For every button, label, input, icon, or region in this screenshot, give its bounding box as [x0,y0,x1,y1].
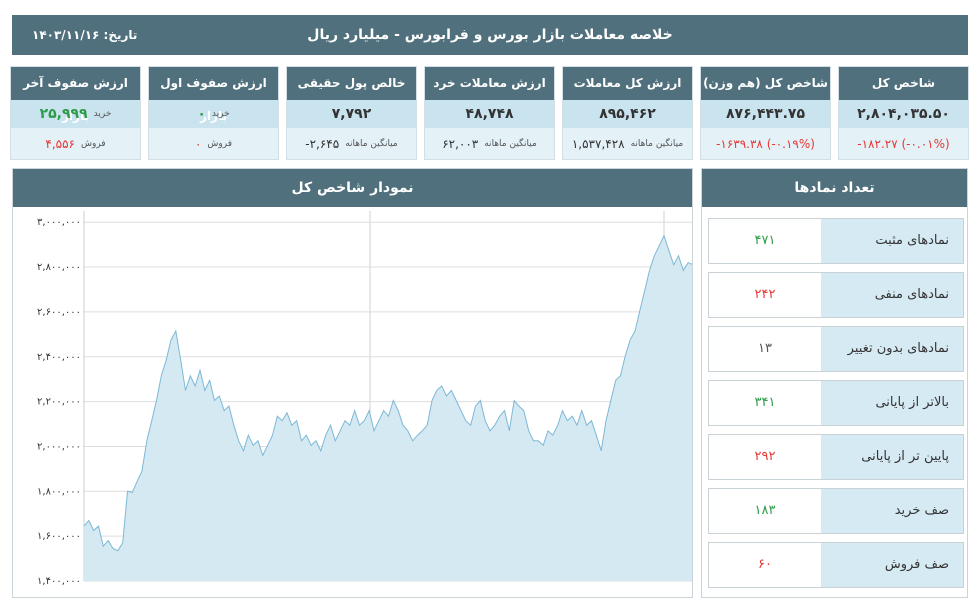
card-title: شاخص کل [839,67,968,100]
symbol-value: ۴۷۱ [709,219,821,263]
card-row: -۱۸۲.۲۷ (-۰.۰۱%) [839,128,968,159]
chart-panel: نمودار شاخص کل ۱,۴۰۰,۰۰۰ ۱,۶۰۰,۰۰۰ ۱,۸۰۰,۰… [12,168,694,598]
card-label: میانگین ماهانه [345,138,398,149]
summary-card: ارزش معاملات خرد ۴۸,۷۴۸ میانگین ماهانه ۶۲,۰… [424,66,555,160]
symbol-row: صف خرید ۱۸۳ [708,488,964,534]
card-value: -۱۸۲.۲۷ (-۰.۰۱%) [857,136,950,151]
chart-title: نمودار شاخص کل [13,169,692,207]
symbol-label: صف فروش [821,543,963,587]
card-value: ۰ [194,136,202,151]
card-value: ۲,۸۰۴,۰۳۵.۵۰ [857,106,950,122]
card-row: فروش ۰ [149,128,278,159]
card-value: ۸۷۶,۴۴۳.۷۵ [726,106,805,122]
symbol-value: ۲۴۲ [709,273,821,317]
symbol-value: ۱۳ [709,327,821,371]
summary-card: ارزش کل معاملات ۸۹۵,۴۶۲ میانگین ماهانه ۱,۵۳… [562,66,693,160]
card-title: ارزش کل معاملات [563,67,692,100]
card-value: -۱۶۳۹.۳۸ (-۰.۱۹%) [716,136,815,151]
y-tick-label: ۲,۶۰۰,۰۰۰ [37,307,81,318]
card-label: فروش [81,138,106,149]
card-row: ۸۹۵,۴۶۲ [563,100,692,128]
summary-card: شاخص کل ۲,۸۰۴,۰۳۵.۵۰ -۱۸۲.۲۷ (-۰.۰۱%) [838,66,969,160]
symbol-row: نمادهای بدون تغییر ۱۳ [708,326,964,372]
card-value: ۴۸,۷۴۸ [465,106,514,122]
card-row: ۲,۸۰۴,۰۳۵.۵۰ [839,100,968,128]
y-tick-label: ۱,۸۰۰,۰۰۰ [37,486,81,497]
symbol-row: نمادهای مثبت ۴۷۱ [708,218,964,264]
card-row: ۷,۷۹۲ [287,100,416,128]
card-row: میانگین ماهانه -۲,۶۴۵ [287,128,416,159]
summary-card: شاخص کل (هم وزن) ۸۷۶,۴۴۳.۷۵ -۱۶۳۹.۳۸ (-۰.۱… [700,66,831,160]
card-title: ارزش معاملات خرد [425,67,554,100]
y-tick-label: ۲,۲۰۰,۰۰۰ [37,397,81,408]
card-value: ۱,۵۳۷,۴۲۸ [571,136,625,151]
card-row: ۴۸,۷۴۸ [425,100,554,128]
card-row: میانگین ماهانه ۱,۵۳۷,۴۲۸ [563,128,692,159]
chart: ۱,۴۰۰,۰۰۰ ۱,۶۰۰,۰۰۰ ۱,۸۰۰,۰۰۰ ۲,۰۰۰,۰۰۰ ۲,۲۰… [37,211,694,587]
symbol-row: نمادهای منفی ۲۴۲ [708,272,964,318]
card-row: ۸۷۶,۴۴۳.۷۵ [701,100,830,128]
date: تاریخ: ۱۴۰۳/۱۱/۱۶ [32,28,138,42]
symbols-title: تعداد نمادها [702,169,967,207]
summary-card: ارزش صفوف آخر بازار خرید ۲۵,۹۹۹ فروش ۴,۵۵۶ [10,66,141,160]
y-tick-label: ۲,۴۰۰,۰۰۰ [37,352,81,363]
header-bar: خلاصه معاملات بازار بورس و فرابورس - میل… [12,15,968,55]
symbol-label: صف خرید [821,489,963,533]
card-label: میانگین ماهانه [630,138,684,149]
symbol-label: نمادهای بدون تغییر [821,327,963,371]
symbol-value: ۱۸۳ [709,489,821,533]
card-row: خرید ۰ [149,100,278,128]
card-title: شاخص کل (هم وزن) [701,67,830,100]
card-row: میانگین ماهانه ۶۲,۰۰۳ [425,128,554,159]
card-label: خرید [93,109,112,119]
card-value: ۶۲,۰۰۳ [442,136,479,151]
card-title: ارزش صفوف آخر بازار [11,67,140,123]
card-title: خالص پول حقیقی [287,67,416,100]
symbol-row: بالاتر از پایانی ۳۴۱ [708,380,964,426]
y-tick-label: ۱,۶۰۰,۰۰۰ [37,531,81,542]
card-row: فروش ۴,۵۵۶ [11,128,140,159]
y-tick-label: ۲,۸۰۰,۰۰۰ [37,262,81,273]
area-line [83,234,694,552]
card-row: -۱۶۳۹.۳۸ (-۰.۱۹%) [701,128,830,159]
y-tick-label: ۲,۰۰۰,۰۰۰ [37,441,81,452]
symbol-value: ۶۰ [709,543,821,587]
card-value: -۲,۶۴۵ [305,136,340,151]
y-tick-label: ۱,۴۰۰,۰۰۰ [37,576,81,587]
symbol-label: پایین تر از پایانی [821,435,963,479]
card-value: ۰ [197,106,206,122]
y-tick-label: ۳,۰۰۰,۰۰۰ [37,217,81,228]
card-label: میانگین ماهانه [484,138,537,149]
card-value: ۴,۵۵۶ [45,136,75,151]
summary-card: خالص پول حقیقی ۷,۷۹۲ میانگین ماهانه -۲,۶۴۵ [286,66,417,160]
summary-card: ارزش صفوف اول بازار خرید ۰ فروش ۰ [148,66,279,160]
symbol-row: پایین تر از پایانی ۲۹۲ [708,434,964,480]
card-title: ارزش صفوف اول بازار [149,67,278,123]
symbols-panel: تعداد نمادها نمادهای مثبت ۴۷۱ نمادهای منفی… [701,168,968,598]
page-title: خلاصه معاملات بازار بورس و فرابورس - میل… [307,27,673,43]
card-value: ۷,۷۹۲ [331,106,372,122]
card-value: ۲۵,۹۹۹ [39,106,88,122]
symbol-value: ۲۹۲ [709,435,821,479]
symbol-label: نمادهای مثبت [821,219,963,263]
symbol-row: صف فروش ۶۰ [708,542,964,588]
card-label: خرید [211,109,230,119]
symbol-value: ۳۴۱ [709,381,821,425]
card-value: ۸۹۵,۴۶۲ [599,106,656,122]
symbol-label: بالاتر از پایانی [821,381,963,425]
card-label: فروش [207,138,233,149]
symbol-label: نمادهای منفی [821,273,963,317]
area-fill [84,235,693,581]
card-row: خرید ۲۵,۹۹۹ [11,100,140,128]
